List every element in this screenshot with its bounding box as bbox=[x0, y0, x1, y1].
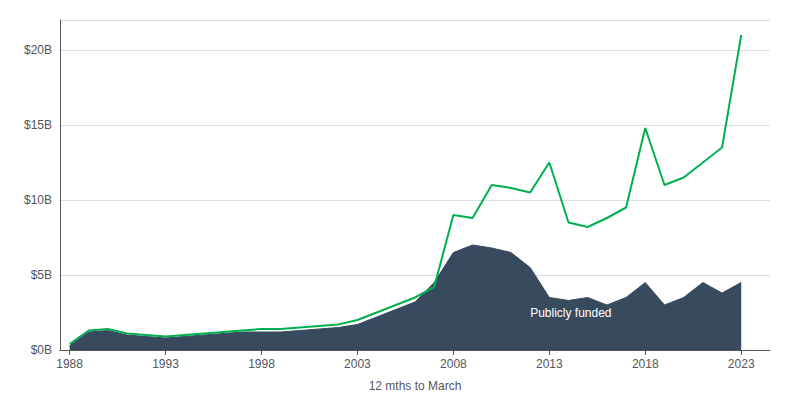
svg-text:2003: 2003 bbox=[344, 357, 371, 371]
svg-text:$5B: $5B bbox=[31, 268, 52, 282]
svg-text:$0B: $0B bbox=[31, 343, 52, 357]
svg-text:2013: 2013 bbox=[536, 357, 563, 371]
svg-text:12 mths to March: 12 mths to March bbox=[369, 379, 462, 393]
svg-text:2023: 2023 bbox=[728, 357, 755, 371]
svg-text:$20B: $20B bbox=[24, 43, 52, 57]
svg-text:Publicly funded: Publicly funded bbox=[530, 306, 611, 320]
svg-text:2008: 2008 bbox=[440, 357, 467, 371]
svg-text:$10B: $10B bbox=[24, 193, 52, 207]
svg-text:2018: 2018 bbox=[632, 357, 659, 371]
svg-text:1993: 1993 bbox=[152, 357, 179, 371]
svg-text:$15B: $15B bbox=[24, 118, 52, 132]
svg-text:1988: 1988 bbox=[56, 357, 83, 371]
svg-text:1998: 1998 bbox=[248, 357, 275, 371]
